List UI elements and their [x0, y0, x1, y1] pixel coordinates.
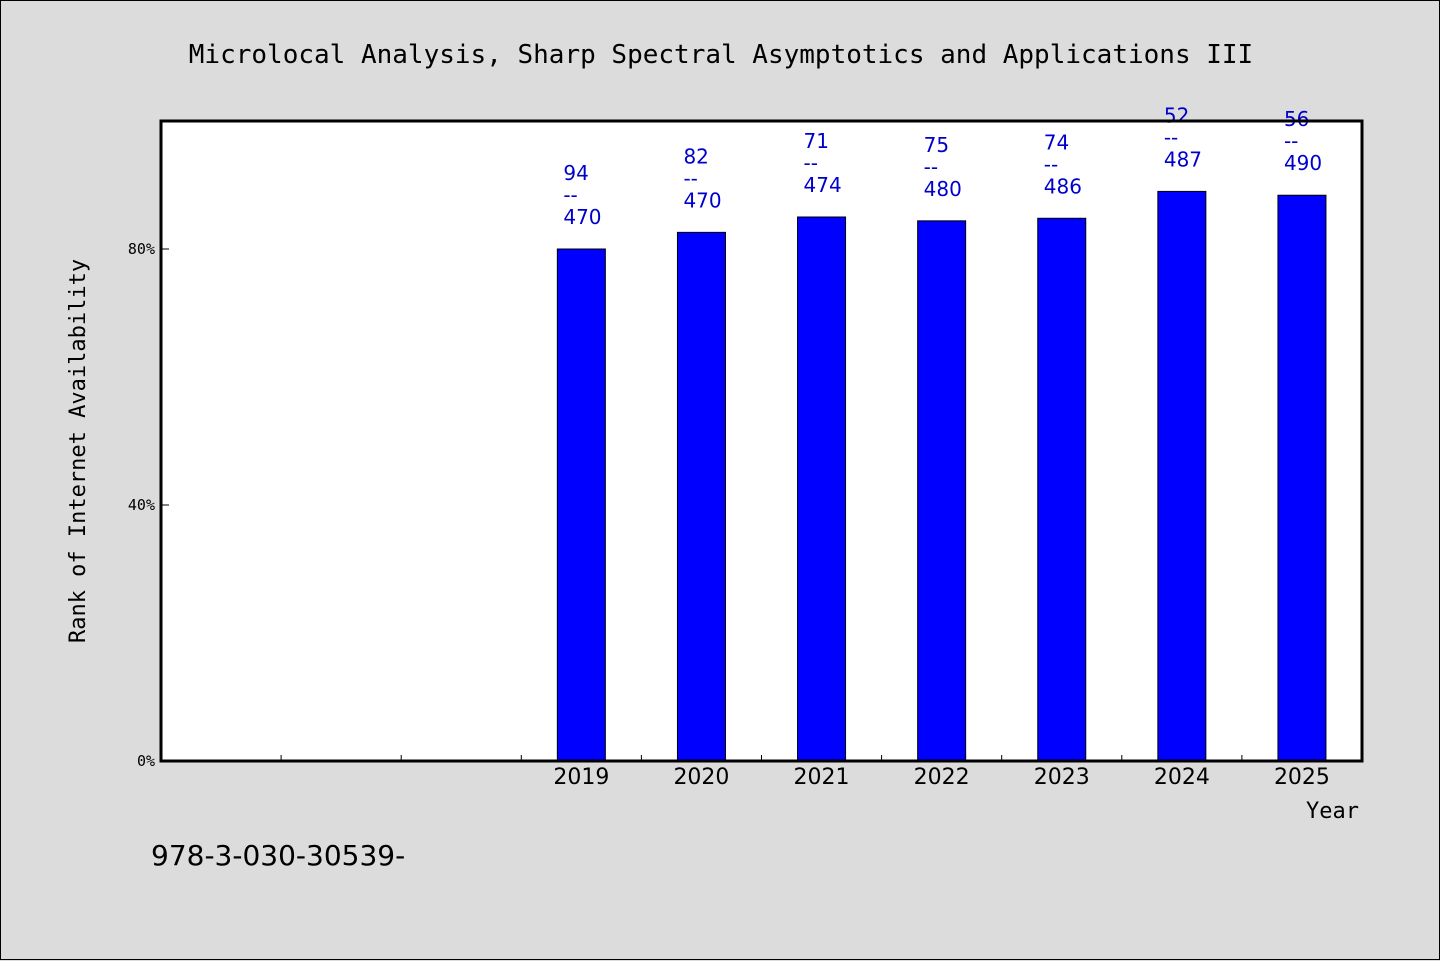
x-tick-label: 2025	[1274, 765, 1330, 790]
data-label: 52 --487	[1164, 103, 1202, 171]
bar	[1277, 194, 1327, 762]
x-tick-label: 2020	[673, 765, 729, 790]
y-tick-label: 40%	[128, 496, 155, 514]
bar	[917, 220, 967, 762]
chart-title: Microlocal Analysis, Sharp Spectral Asym…	[189, 40, 1253, 70]
data-label: 74 --486	[1044, 130, 1082, 198]
x-tick-label: 2023	[1034, 765, 1090, 790]
plot-border	[159, 119, 1364, 763]
axis-ticks: 0% 40% 80% 2019 2020 2021 2022 2023 2024 2025	[128, 240, 1330, 790]
y-tick-label: 80%	[128, 240, 155, 258]
data-label: 94 --470	[563, 161, 601, 229]
y-tick-label: 0%	[137, 752, 155, 770]
data-label: 75 --480	[924, 133, 962, 201]
bar	[556, 248, 606, 762]
x-tick-label: 2021	[794, 765, 850, 790]
y-axis-label: Rank of Internet Availability	[66, 259, 91, 643]
data-label: 56 --490	[1284, 107, 1322, 175]
x-axis-label: Year	[1306, 799, 1359, 824]
data-labels: 94 --470 82 --470 71 --474 75 --480 74 --486 52 --4…	[563, 103, 1322, 229]
bar	[1037, 217, 1087, 762]
bars	[556, 190, 1327, 762]
x-tick-label: 2022	[914, 765, 970, 790]
bar	[676, 231, 726, 762]
x-tick-label: 2024	[1154, 765, 1210, 790]
x-tick-label: 2019	[553, 765, 609, 790]
bar	[1157, 190, 1207, 762]
bar	[797, 216, 847, 762]
data-label: 71 --474	[804, 129, 842, 197]
data-label: 82 --470	[683, 144, 721, 212]
footer-note: 978-3-030-30539-	[151, 839, 405, 872]
